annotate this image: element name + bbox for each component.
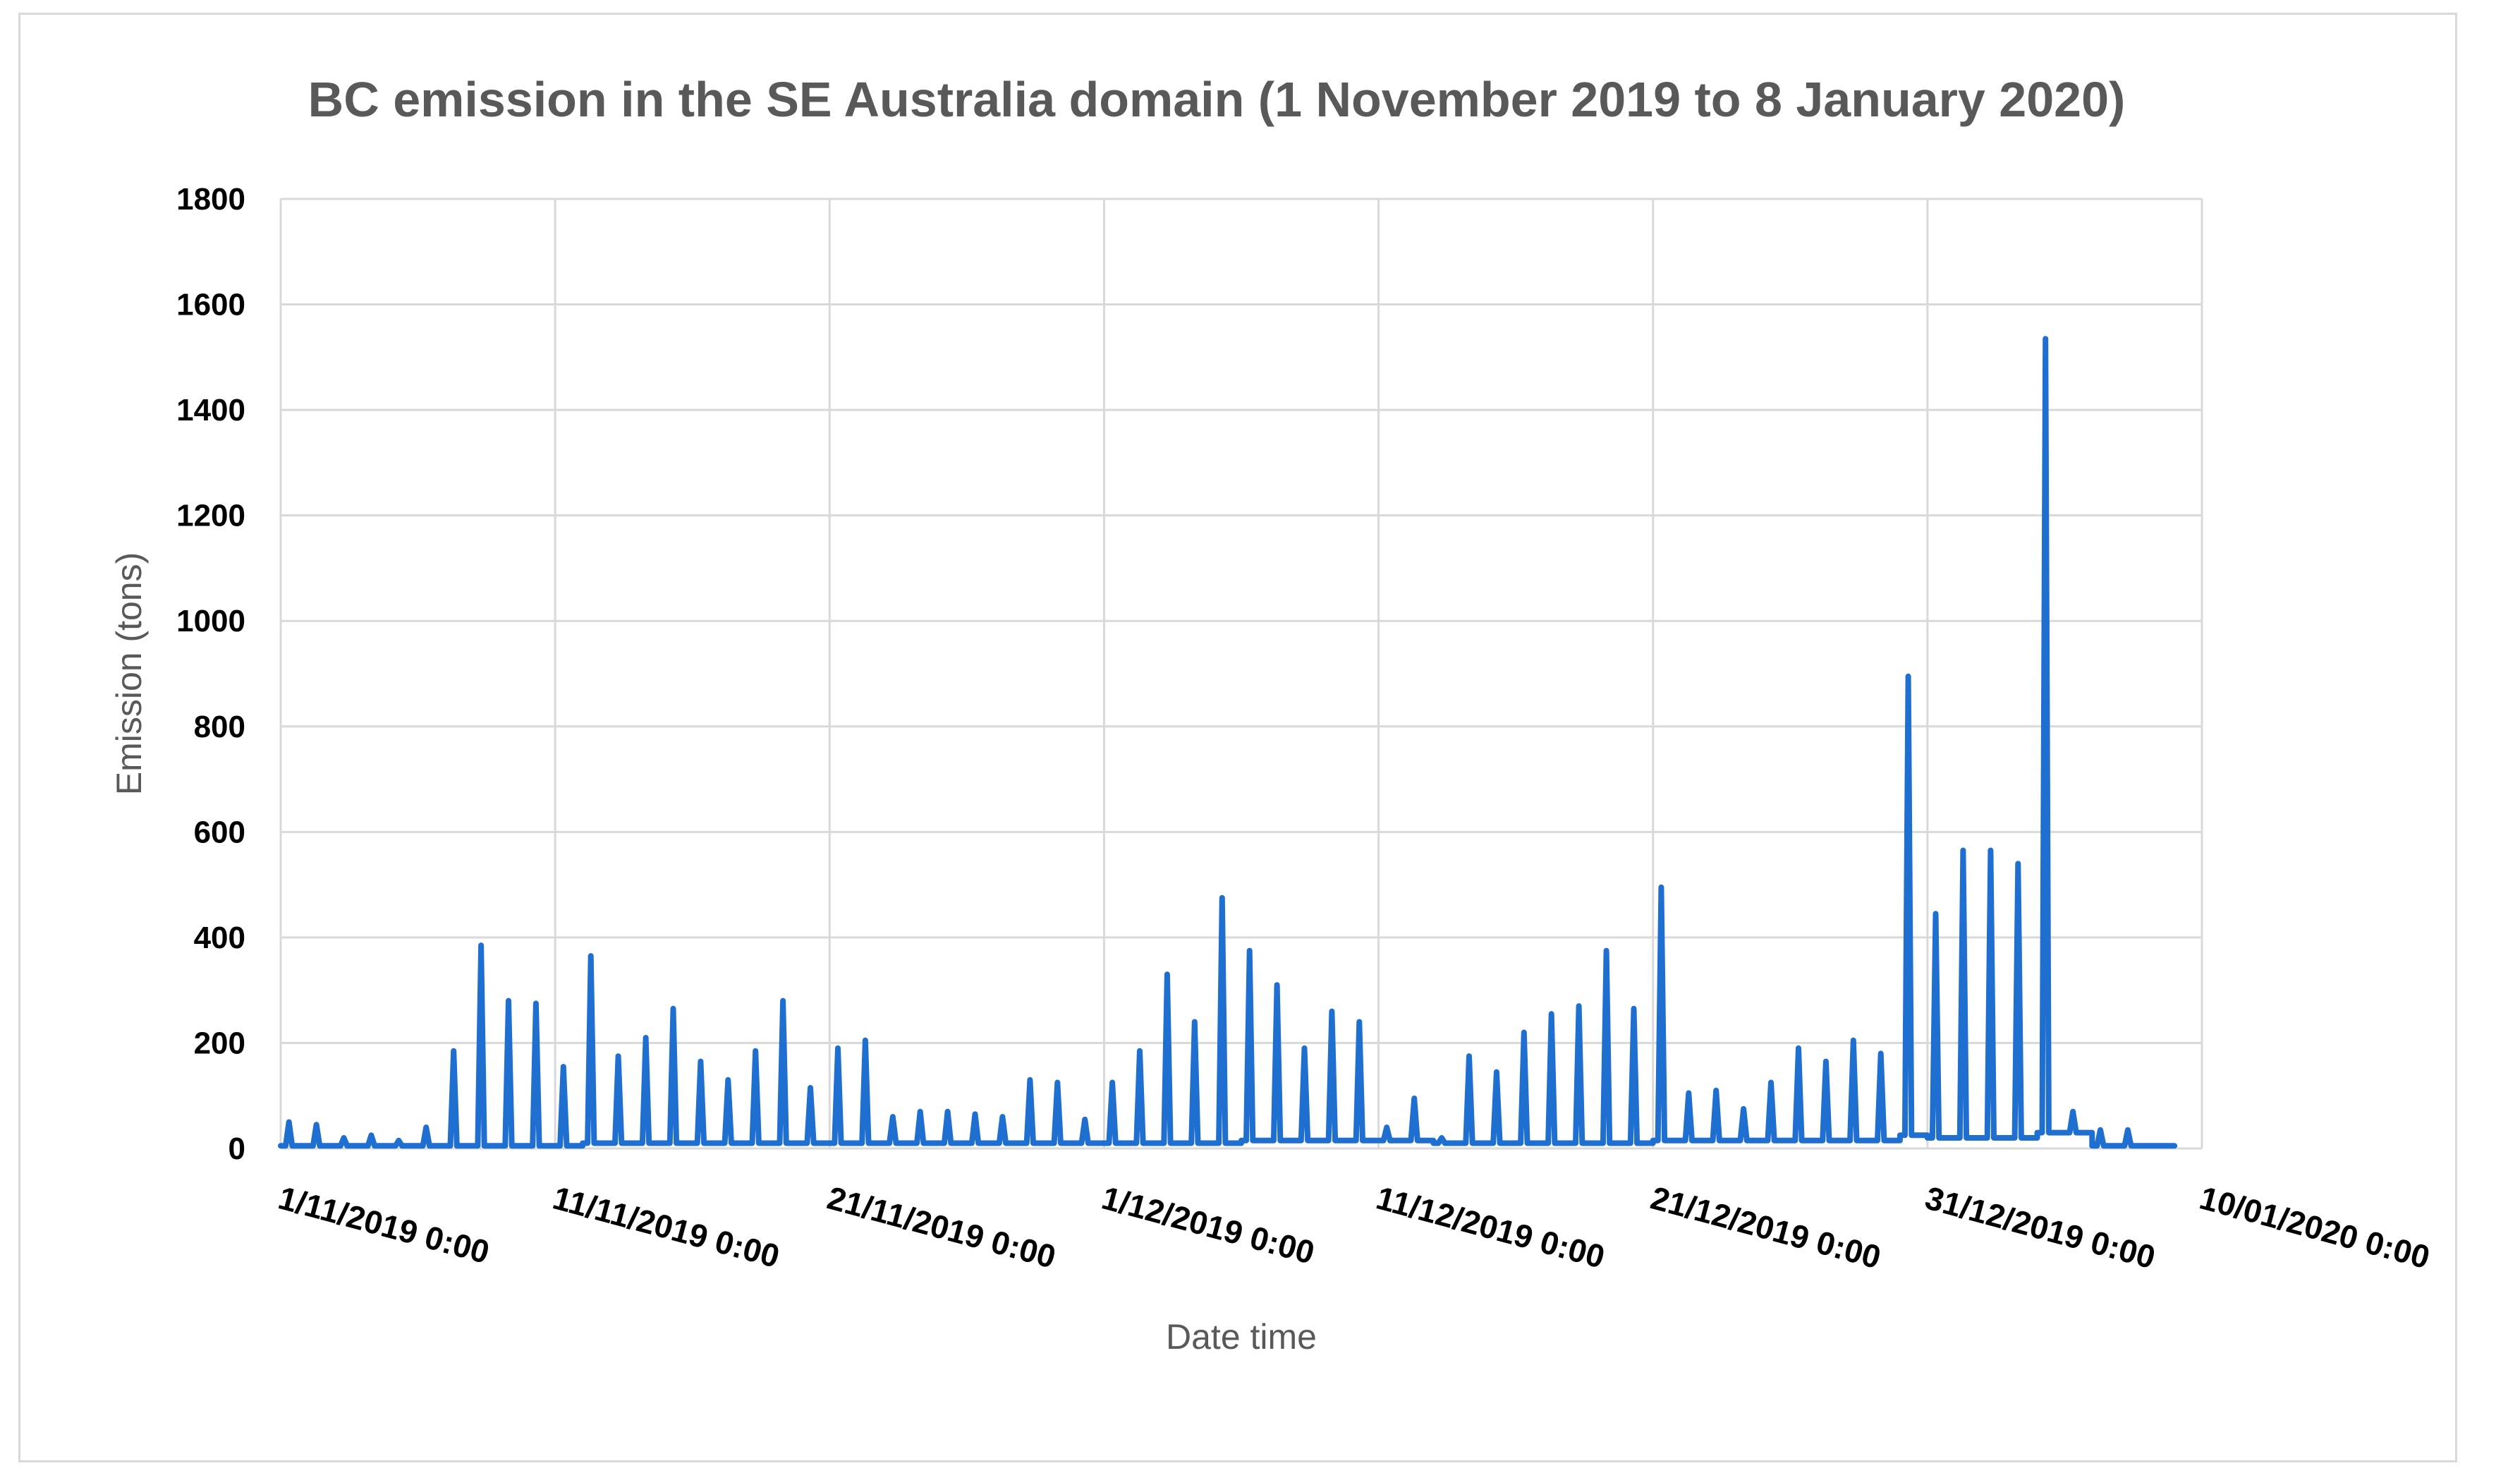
chart-frame xyxy=(18,13,2457,1462)
x-axis-ticks: 1/11/2019 0:00 11/11/2019 0:00 21/11/2019 … xyxy=(274,1179,2433,1275)
series-line xyxy=(278,336,2178,1149)
y-axis-ticks: 0 200 400 600 800 1000 1200 1400 1600 1800 xyxy=(176,182,245,1166)
y-tick-label: 1400 xyxy=(176,393,245,427)
chart-title: BC emission in the SE Australia domain (… xyxy=(308,72,2126,127)
x-tick-label: 31/12/2019 0:00 xyxy=(1921,1179,2159,1275)
y-axis-label: Emission (tons) xyxy=(109,552,149,796)
x-tick-label: 1/12/2019 0:00 xyxy=(1098,1179,1318,1270)
x-axis-label: Date time xyxy=(1166,1317,1317,1357)
x-tick-label: 21/11/2019 0:00 xyxy=(824,1179,1060,1275)
y-tick-label: 200 xyxy=(194,1026,245,1060)
y-tick-label: 800 xyxy=(194,710,245,744)
x-tick-label: 11/11/2019 0:00 xyxy=(549,1179,784,1275)
x-tick-label: 11/12/2019 0:00 xyxy=(1372,1179,1609,1275)
x-tick-label: 21/12/2019 0:00 xyxy=(1647,1179,1885,1275)
y-tick-label: 1800 xyxy=(176,182,245,217)
gridlines xyxy=(279,198,2203,1150)
y-tick-label: 400 xyxy=(194,921,245,955)
y-tick-label: 0 xyxy=(229,1132,245,1166)
x-tick-label: 10/01/2020 0:00 xyxy=(2196,1179,2433,1275)
y-tick-label: 600 xyxy=(194,815,245,849)
y-tick-label: 1000 xyxy=(176,604,245,638)
y-tick-label: 1200 xyxy=(176,499,245,533)
y-tick-label: 1600 xyxy=(176,288,245,322)
x-tick-label: 1/11/2019 0:00 xyxy=(274,1179,493,1270)
